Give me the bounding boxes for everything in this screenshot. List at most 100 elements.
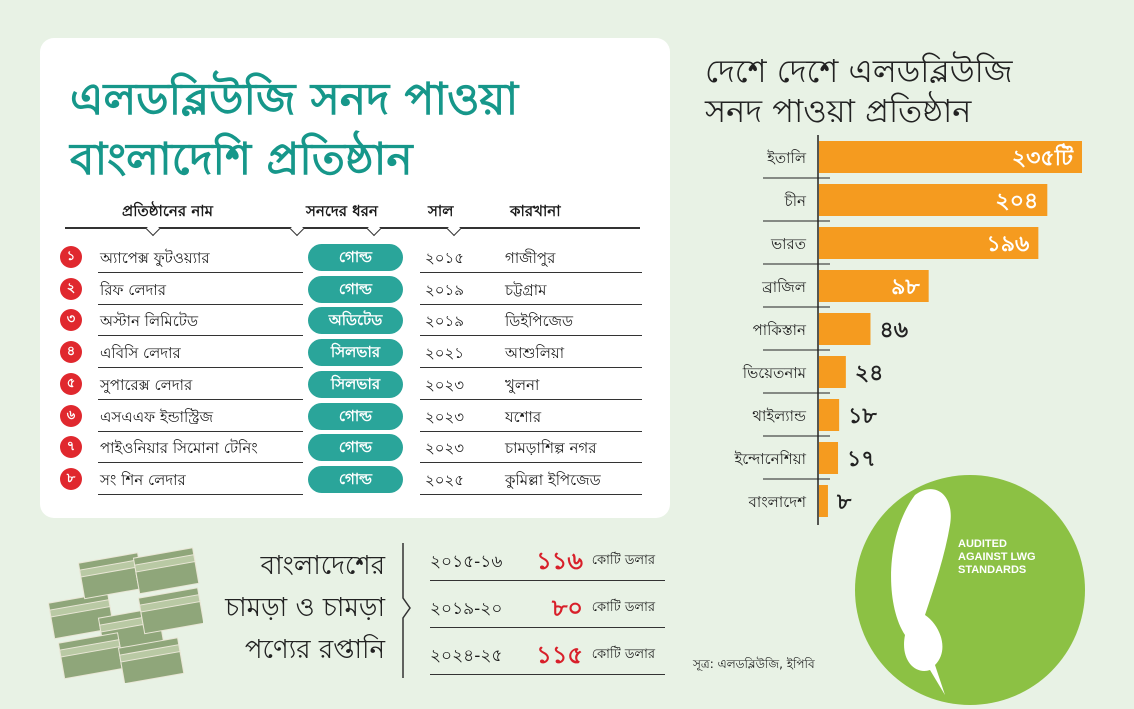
row-divider (420, 430, 642, 432)
bar (819, 227, 1039, 259)
export-value: ১১৫ (536, 641, 583, 669)
export-row: ২০১৯-২০ ৮০ কোটি ডলার (430, 588, 665, 628)
row-divider (98, 398, 303, 400)
export-unit: কোটি ডলার (591, 647, 655, 662)
chart-title-line1: দেশে দেশে এলডব্লিউজি (705, 52, 1013, 90)
bracket-icon (402, 543, 411, 678)
row-number-badge: ৭ (60, 436, 82, 459)
category-label: পাকিস্তান (753, 321, 807, 339)
fiscal-year: ২০১৯-২০ (430, 599, 503, 619)
year: ২০২১ (425, 344, 464, 363)
bar (819, 270, 929, 302)
company-name: রিফ লেদার (100, 280, 167, 299)
badge-line: AUDITED (958, 538, 1007, 550)
certificate-type-badge: গোল্ড (308, 434, 403, 462)
row-divider (98, 367, 303, 369)
data-label: ২০৪ (995, 189, 1038, 214)
year: ২০২৩ (425, 439, 465, 458)
row-divider (98, 335, 303, 337)
certificate-type-badge: অডিটেড (308, 307, 403, 335)
data-label: ২৪ (855, 361, 884, 386)
leaf-icon (891, 489, 951, 695)
exports-label-line3: পণ্যের রপ্তানি (244, 635, 385, 665)
row-number-badge: ৫ (60, 372, 82, 395)
fiscal-year: ২০২৪-২৫ (430, 646, 503, 666)
row-divider (420, 303, 642, 305)
export-unit: কোটি ডলার (591, 600, 655, 615)
year: ২০২৫ (425, 470, 464, 489)
factory: গাজীপুর (505, 249, 556, 267)
year: ২০২৩ (425, 375, 465, 394)
banknote (140, 600, 203, 635)
header-divider (65, 227, 640, 229)
badge-text: AUDITED AGAINST LWG STANDARDS (958, 538, 1036, 577)
chart-title-line2: সনদ পাওয়া প্রতিষ্ঠান (705, 92, 972, 130)
factory: চামড়াশিল্প নগর (505, 439, 597, 458)
certificate-type-badge: গোল্ড (308, 244, 403, 271)
row-divider (420, 462, 642, 464)
row-number-badge: ২ (60, 277, 82, 300)
certified-companies-card: এলডব্লিউজি সনদ পাওয়া বাংলাদেশি প্রতিষ্ঠ… (40, 38, 670, 518)
row-divider (98, 430, 303, 432)
category-label: ইতালি (766, 149, 807, 167)
data-label: ১৯৬ (986, 232, 1029, 257)
category-label: ব্রাজিল (761, 278, 807, 296)
banknote (135, 560, 200, 595)
category-label: চীন (784, 192, 807, 210)
data-label: ৯৮ (891, 275, 920, 300)
header-factory: কারখানা (510, 202, 561, 220)
category-label: থাইল্যান্ড (752, 407, 807, 425)
certificate-type-badge: গোল্ড (308, 275, 403, 303)
export-value: ১১৬ (536, 547, 583, 575)
company-name: অ্যাপেক্স ফুটওয়্যার (100, 249, 210, 267)
row-number-badge: ৬ (60, 404, 82, 427)
header-name: প্রতিষ্ঠানের নাম (122, 202, 213, 220)
banknote (120, 650, 185, 683)
company-name: সুপারেক্স লেদার (100, 375, 193, 394)
row-number-badge: ১ (60, 246, 82, 268)
category-label: ভারত (770, 235, 807, 253)
factory: আশুলিয়া (505, 344, 565, 363)
row-divider (98, 303, 303, 305)
bar-chart: ইতালি ২৩৫টি চীন ২০৪ ভারত ১৯৬ ব্রাজিল ৯৮ পাকিস্তা… (733, 135, 1082, 525)
row-number-badge: ৪ (60, 341, 82, 364)
header-type: সনদের ধরন (306, 202, 378, 220)
header-year: সাল (428, 202, 454, 220)
row-divider (420, 335, 642, 337)
factory: চট্টগ্রাম (505, 280, 547, 299)
factory: কুমিল্লা ইপিজেড (505, 470, 601, 489)
company-name: পাইওনিয়ার সিমোনা টেনিং (100, 439, 258, 458)
exports-label-line2: চামড়া ও চামড়া (225, 593, 385, 623)
exports-label-line1: বাংলাদেশের (260, 551, 385, 581)
bar (819, 313, 871, 345)
factory: ডিইপিজেড (505, 312, 574, 331)
export-row: ২০২৪-২৫ ১১৫ কোটি ডলার (430, 635, 665, 675)
category-label: ভিয়েতনাম (742, 364, 807, 382)
company-name: এবিসি লেদার (100, 344, 181, 363)
lwg-badge (855, 475, 1085, 705)
data-label: ১৭ (847, 447, 876, 472)
data-label: ২৩৫টি (1012, 143, 1074, 171)
row-number-badge: ৩ (60, 309, 82, 332)
certificate-type-badge: গোল্ড (308, 465, 403, 493)
table-row: ৮ সং শিন লেদার গোল্ড ২০২৫ কুমিল্লা ইপিজে… (40, 464, 670, 495)
row-divider (420, 272, 642, 273)
badge-line: STANDARDS (958, 564, 1027, 576)
bar (819, 141, 1082, 173)
year: ২০১৫ (425, 249, 464, 267)
certificate-type-badge: সিলভার (308, 370, 403, 398)
table-row: ৭ পাইওনিয়ার সিমোনা টেনিং গোল্ড ২০২৩ চাম… (40, 432, 670, 464)
export-value: ৮০ (551, 594, 583, 622)
data-label: ৪৬ (879, 318, 908, 343)
table-row: ৫ সুপারেক্স লেদার সিলভার ২০২৩ খুলনা (40, 369, 670, 400)
company-name: অস্টান লিমিটেড (100, 312, 199, 331)
factory: যশোর (505, 407, 542, 426)
caret-icon (289, 221, 305, 237)
table-row: ৩ অস্টান লিমিটেড অডিটেড ২০১৯ ডিইপিজেড (40, 305, 670, 337)
bar (819, 485, 828, 517)
source-note: সূত্র: এলডব্লিউজি, ইপিবি (693, 657, 815, 671)
year: ২০১৯ (425, 280, 464, 299)
table-row: ১ অ্যাপেক্স ফুটওয়্যার গোল্ড ২০১৫ গাজীপু… (40, 242, 670, 273)
row-divider (420, 367, 642, 369)
row-divider (98, 493, 303, 495)
